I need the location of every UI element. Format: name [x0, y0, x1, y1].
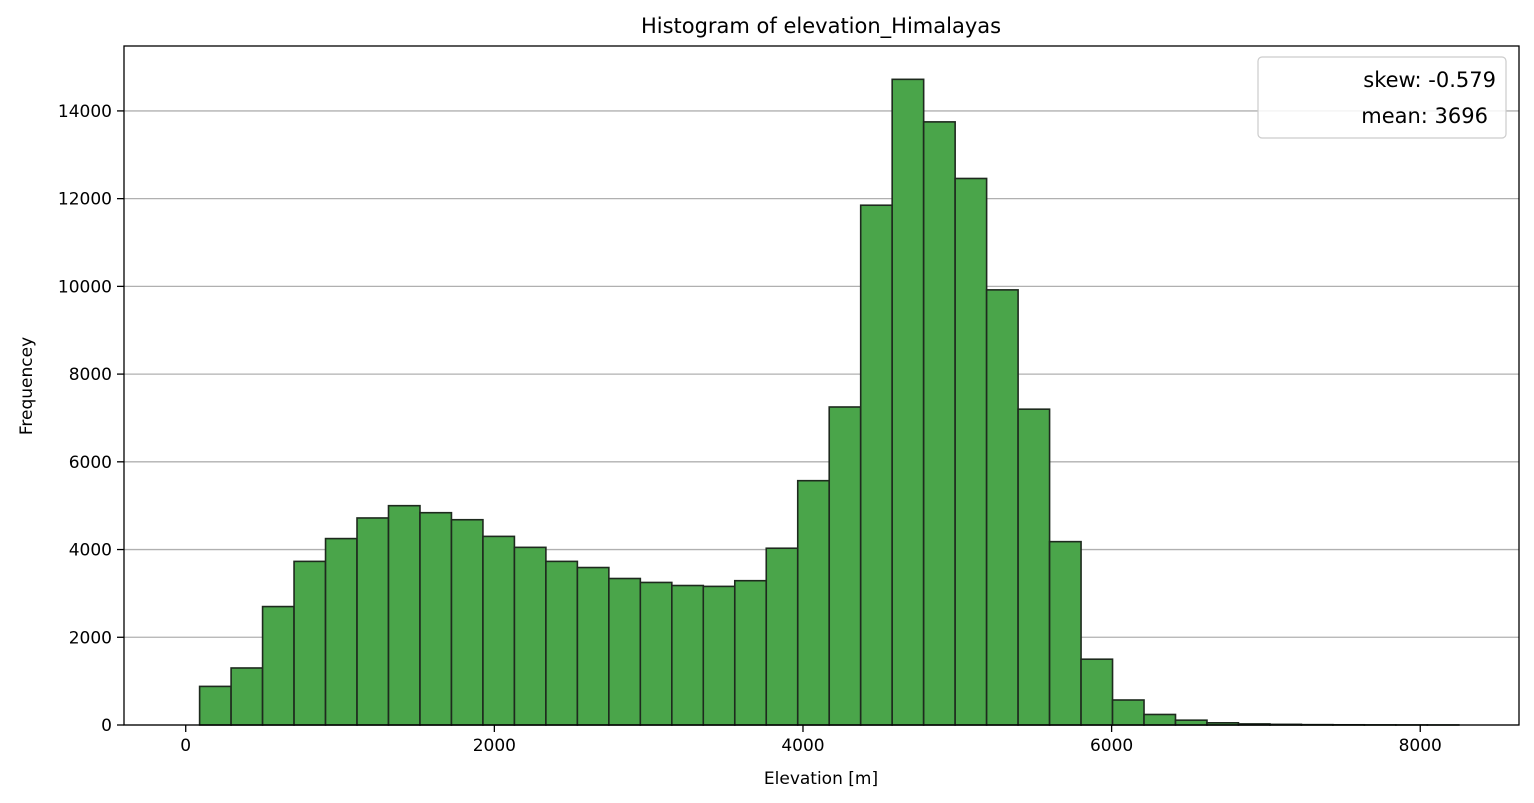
y-tick-label: 0 [101, 716, 112, 736]
histogram-bar [671, 584, 705, 726]
histogram-bar [1080, 658, 1114, 726]
histogram-bar [261, 605, 295, 726]
histogram-bar [450, 518, 484, 726]
plot-frame [123, 45, 1520, 726]
y-tick-label: 6000 [69, 453, 112, 473]
histogram-bar [702, 585, 736, 726]
histogram-bar [1017, 408, 1051, 726]
histogram-bar [1111, 699, 1145, 726]
y-axis-label: Frequencey [17, 337, 37, 435]
histogram-bar [828, 406, 862, 726]
histogram-bar [733, 579, 768, 726]
y-axis-ticks: 0 2000 4000 6000 8000 10000 12000 14000 [58, 102, 124, 736]
histogram-bar [230, 667, 264, 726]
x-tick-label: 2000 [473, 736, 516, 756]
histogram-bar [1143, 713, 1177, 726]
x-axis-label: Elevation [m] [764, 769, 878, 789]
x-tick-label: 4000 [781, 736, 824, 756]
x-axis-ticks: 0 2000 4000 6000 8000 [180, 725, 1442, 756]
x-tick-label: 0 [180, 736, 191, 756]
y-tick-label: 4000 [69, 541, 112, 561]
histogram-bar [198, 685, 232, 726]
histogram-bar [985, 289, 1019, 726]
histogram-bar [796, 479, 831, 726]
chart-title: Histogram of elevation_Himalayas [641, 14, 1001, 39]
histogram-bar [356, 517, 390, 726]
x-tick-label: 8000 [1399, 736, 1442, 756]
histogram-bar [608, 577, 642, 726]
histogram-bar [387, 504, 421, 726]
legend-box [1257, 56, 1507, 139]
histogram-bar [859, 204, 893, 726]
histogram-bar [513, 546, 547, 726]
histogram-bar [954, 177, 988, 726]
y-tick-label: 12000 [58, 190, 112, 210]
histogram-bar [1174, 719, 1208, 726]
histogram-bar [576, 566, 610, 726]
legend-entry-skew: skew: -0.579 [1363, 68, 1496, 92]
y-tick-label: 14000 [58, 102, 112, 122]
histogram-bar [419, 511, 453, 726]
y-tick-label: 8000 [69, 365, 112, 385]
histogram-bar [765, 547, 799, 726]
legend-entry-mean: mean: 3696 [1361, 104, 1488, 128]
y-tick-label: 10000 [58, 277, 112, 297]
histogram-bar [891, 78, 925, 726]
histogram-bar [1048, 540, 1082, 726]
histogram-bar [922, 121, 956, 726]
histogram-bar [545, 560, 579, 726]
x-tick-label: 6000 [1090, 736, 1133, 756]
histogram-bar [293, 560, 327, 726]
legend: skew: -0.579 mean: 3696 [1257, 56, 1507, 139]
histogram-bar [482, 535, 516, 726]
histogram-bar [639, 581, 673, 726]
histogram-bar [324, 537, 358, 726]
y-tick-label: 2000 [69, 628, 112, 648]
